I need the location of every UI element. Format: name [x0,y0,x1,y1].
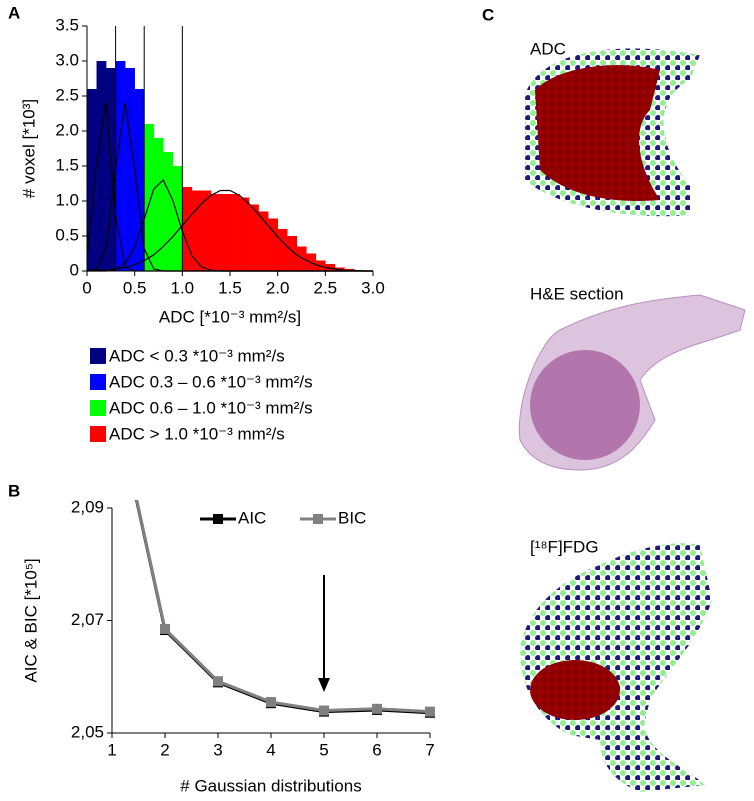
x-tick-label: 5 [319,740,328,759]
x-tick-label: 1.5 [218,278,242,297]
x-tick-label: 0.5 [123,278,147,297]
y-tick-label: 0.5 [55,225,79,244]
histogram-bar [277,229,288,271]
marker [160,623,170,634]
y-tick-label: 3.5 [55,15,79,34]
panel-label: B [8,481,20,500]
y-axis-label: AIC & BIC [*10⁵] [21,558,40,682]
plot-area [134,500,435,718]
legend-label: ADC 0.3 – 0.6 *10⁻³ mm²/s [109,372,313,391]
histogram-bar [144,124,155,271]
x-tick-label: 2.0 [266,278,290,297]
histogram-bar [106,68,116,271]
x-tick-label: 0 [82,278,91,297]
he-image [518,294,746,471]
legend-marker [213,514,223,524]
y-tick-label: 0 [70,260,79,279]
x-tick-label: 4 [266,740,275,759]
marker [425,706,435,717]
y-tick-label: 2,09 [71,497,104,516]
image-title: [¹⁸F]FDG [530,537,599,556]
histogram-bar [287,236,298,271]
adc-image [525,48,700,217]
marker [266,697,276,708]
y-tick-label: 1.0 [55,190,79,209]
y-tick-label: 2.5 [55,85,79,104]
marker [372,703,382,714]
panel-label: A [8,3,20,22]
legend-marker [313,514,323,524]
histogram-bar [125,68,135,271]
he-core [530,350,640,460]
y-tick-label: 2.0 [55,120,79,139]
x-tick-label: 3 [213,740,222,759]
legend-label: ADC < 0.3 *10⁻³ mm²/s [109,346,285,365]
fdg-blob [520,543,712,792]
fdg-image [520,543,712,792]
histogram-bar [230,194,240,271]
histogram-bar [239,197,250,271]
legend-swatch [90,426,106,442]
legend-swatch [90,400,106,416]
histogram-bar [182,187,193,271]
legend-label: ADC > 1.0 *10⁻³ mm²/s [109,424,285,443]
histogram-bar [96,61,107,271]
legend-label: BIC [338,508,366,527]
y-tick-label: 1.5 [55,155,79,174]
image-title: ADC [530,39,566,58]
x-tick-label: 2 [160,740,169,759]
histogram-bar [268,218,278,271]
histogram-bar [201,190,212,271]
image-title: H&E section [530,284,624,303]
x-tick-label: 6 [372,740,381,759]
x-axis-label: # Gaussian distributions [180,776,361,795]
y-axis-label: # voxel [*10³] [19,99,38,198]
marker [213,676,223,687]
histogram-bar [249,204,259,271]
arrow-head [318,678,330,692]
histogram-bar [87,89,97,271]
histogram-bar [153,138,164,271]
histogram-bar [296,246,307,271]
x-tick-label: 1.0 [171,278,195,297]
histogram-bar [325,264,336,271]
histogram-bar [134,89,145,271]
gaussian-curve [86,189,373,272]
histogram-bar [172,166,183,271]
histogram-bar [191,190,202,271]
x-tick-label: 1 [107,740,116,759]
x-tick-label: 7 [425,740,434,759]
x-tick-label: 3.0 [361,278,385,297]
y-tick-label: 3.0 [55,50,79,69]
histogram-bar [115,61,126,271]
legend-label: ADC 0.6 – 1.0 *10⁻³ mm²/s [109,398,313,417]
x-tick-label: 2.5 [314,278,338,297]
adc-core [535,65,660,201]
histogram-bar [210,194,221,271]
arrow [318,575,330,692]
histogram-bar [258,211,269,271]
y-tick-label: 2,07 [71,610,104,629]
y-tick-label: 2,05 [71,722,104,741]
histogram-bar [163,152,174,271]
histogram-bar [220,194,231,271]
x-axis-label: ADC [*10⁻³ mm²/s] [159,307,301,326]
marker [319,705,329,716]
panel-label: C [482,5,494,24]
legend-label: AIC [238,508,266,527]
fdg-core [530,660,620,720]
legend-swatch [90,348,106,364]
legend-swatch [90,374,106,390]
